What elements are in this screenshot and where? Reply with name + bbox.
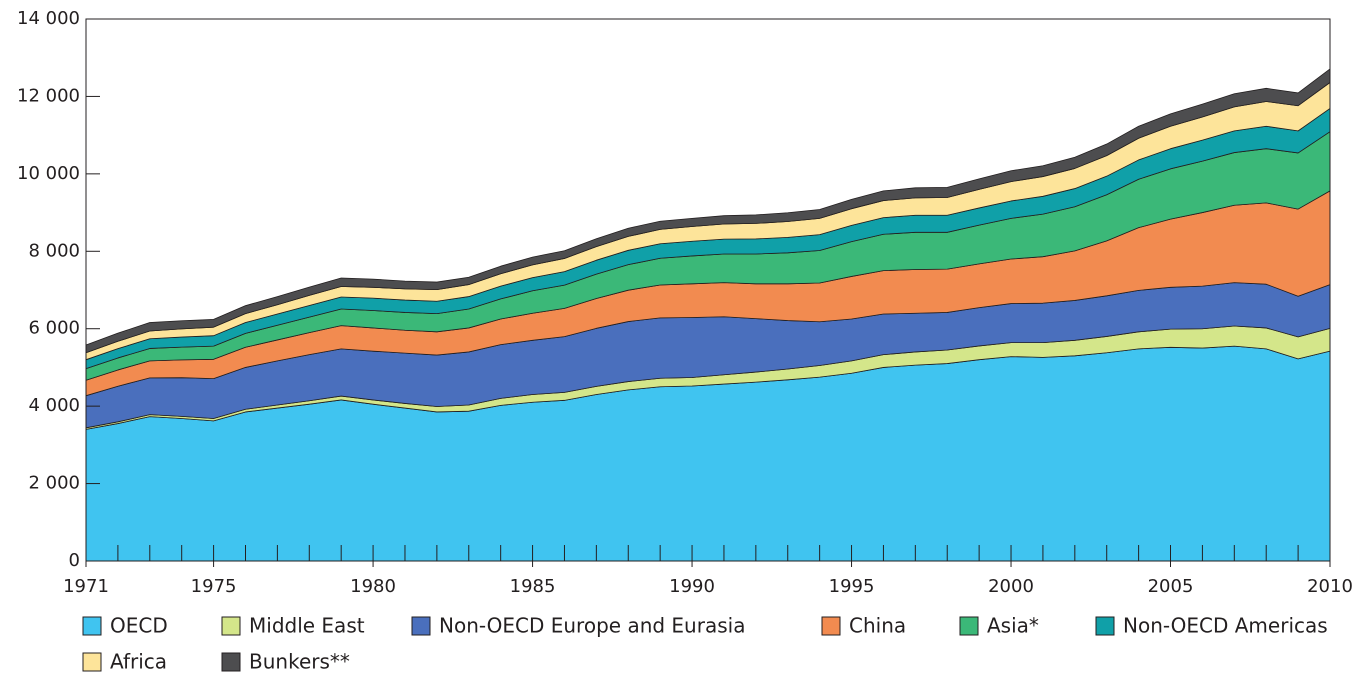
x-tick-label: 1971	[63, 576, 109, 597]
legend-label: Bunkers**	[249, 650, 350, 674]
legend-label: Middle East	[249, 614, 365, 638]
legend-swatch	[82, 652, 102, 672]
legend-swatch	[411, 616, 431, 636]
y-tick-label: 10 000	[17, 163, 80, 184]
legend-label: Asia*	[987, 614, 1039, 638]
y-tick-label: 2 000	[28, 473, 80, 494]
x-tick-label: 1980	[350, 576, 396, 597]
legend-label: China	[849, 614, 906, 638]
legend-swatch	[821, 616, 841, 636]
y-tick-label: 4 000	[28, 395, 80, 416]
legend-swatch	[1095, 616, 1115, 636]
legend-swatch	[221, 652, 241, 672]
legend-swatch	[959, 616, 979, 636]
legend-swatch	[221, 616, 241, 636]
y-tick-label: 6 000	[28, 318, 80, 339]
y-tick-label: 8 000	[28, 240, 80, 261]
legend-label: Non-OECD Americas	[1123, 614, 1328, 638]
y-tick-label: 14 000	[17, 8, 80, 29]
legend-label: OECD	[110, 614, 168, 638]
x-tick-label: 1985	[510, 576, 556, 597]
y-tick-label: 0	[69, 550, 80, 571]
x-tick-label: 2005	[1148, 576, 1194, 597]
legend-label: Non-OECD Europe and Eurasia	[439, 614, 745, 638]
y-tick-label: 12 000	[17, 85, 80, 106]
x-tick-label: 1990	[669, 576, 715, 597]
x-tick-label: 1975	[191, 576, 237, 597]
legend-label: Africa	[110, 650, 167, 674]
x-tick-label: 2000	[988, 576, 1034, 597]
x-tick-label: 1995	[829, 576, 875, 597]
legend-swatch	[82, 616, 102, 636]
x-tick-label: 2010	[1307, 576, 1353, 597]
plot-frame	[85, 18, 1331, 562]
